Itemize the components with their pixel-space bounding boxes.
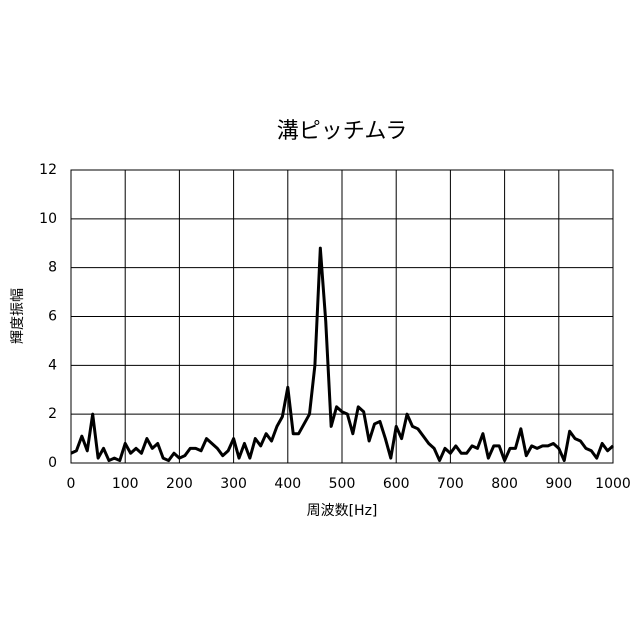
x-tick-label: 100 xyxy=(112,476,139,492)
x-axis-label: 周波数[Hz] xyxy=(307,503,378,519)
y-tick-label: 4 xyxy=(48,357,57,373)
x-tick-label: 400 xyxy=(274,476,301,492)
x-tick-label: 600 xyxy=(383,476,410,492)
y-tick-label: 0 xyxy=(48,455,57,471)
x-tick-label: 500 xyxy=(329,476,356,492)
x-tick-label: 700 xyxy=(437,476,464,492)
y-tick-label: 10 xyxy=(39,211,57,227)
x-tick-label: 900 xyxy=(545,476,572,492)
x-tick-label: 300 xyxy=(220,476,247,492)
y-tick-label: 8 xyxy=(48,260,57,276)
x-tick-label: 1000 xyxy=(595,476,631,492)
y-tick-label: 12 xyxy=(39,162,57,178)
x-tick-label: 800 xyxy=(491,476,518,492)
background xyxy=(0,0,640,640)
chart-title: 溝ピッチムラ xyxy=(277,119,407,144)
y-tick-label: 2 xyxy=(48,406,57,422)
x-tick-label: 0 xyxy=(67,476,76,492)
x-tick-label: 200 xyxy=(166,476,193,492)
y-axis-label: 輝度振幅 xyxy=(10,288,26,344)
chart: 溝ピッチムラ 周波数[Hz] 輝度振幅 0 2 4 6 8 10 12 0 100 200 300 4… xyxy=(0,0,640,640)
y-tick-label: 6 xyxy=(48,309,57,325)
